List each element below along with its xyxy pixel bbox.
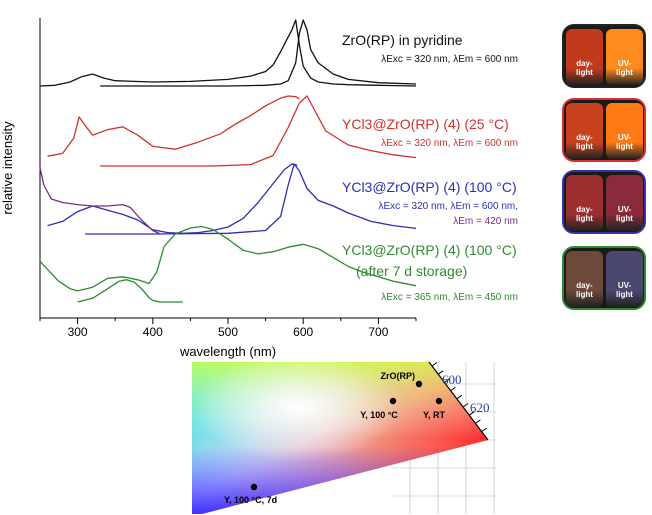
point-zro-rp	[415, 380, 423, 388]
series-subtitle: λExc = 320 nm, λEm = 600 nm	[381, 138, 518, 149]
spectrum-line	[39, 19, 417, 87]
uv-light-label: UV- light	[616, 133, 633, 151]
point-label-y-100c: Y, 100 °C	[360, 410, 398, 420]
series-subtitle: λExc = 320 nm, λEm = 600 nm	[381, 54, 518, 65]
spectral-locus-ticks	[431, 362, 487, 433]
emission-spectra-chart: relative intensity wavelength (nm) 300 40…	[0, 18, 518, 359]
locus-tick	[475, 419, 481, 424]
y-axis-label: relative intensity	[0, 121, 15, 215]
series-subtitle: λExc = 320 nm, λEm = 600 nm,	[378, 201, 518, 212]
spectrum-line	[85, 163, 417, 235]
uv-light-label: UV- light	[616, 281, 633, 299]
locus-tick-620: 620	[470, 400, 490, 415]
locus-tick	[450, 386, 456, 392]
locus-tick	[437, 370, 444, 375]
spectrum-line	[39, 167, 161, 235]
locus-tick	[456, 394, 463, 400]
series-title: YCl3@ZrO(RP) (4) (100 °C)	[342, 179, 517, 195]
uv-light-vial: UV- light	[606, 103, 643, 159]
spectrum-line	[47, 95, 300, 157]
spectrum-line	[47, 163, 298, 234]
uv-light-vial: UV- light	[606, 175, 643, 231]
series-subtitle-line2: λEm = 420 nm	[453, 216, 518, 227]
locus-tick-600: 600	[442, 372, 462, 387]
spectrum-curves	[39, 19, 417, 303]
locus-tick	[481, 427, 487, 433]
spectrum-line	[100, 95, 417, 167]
daylight-vial: day- light	[566, 251, 603, 307]
series-title: YCl3@ZrO(RP) (4) (25 °C)	[342, 116, 509, 132]
locus-tick	[444, 378, 450, 383]
series-title: ZrO(RP) in pyridine	[342, 32, 463, 48]
x-tick-label: 400	[143, 325, 163, 339]
locus-tick	[462, 403, 469, 408]
series-title: YCl3@ZrO(RP) (4) (100 °C)	[342, 242, 517, 258]
point-y-rt	[435, 397, 443, 405]
series-title-line2: (after 7 d storage)	[356, 263, 467, 279]
daylight-vial: day- light	[566, 29, 603, 85]
uv-light-label: UV- light	[616, 59, 633, 77]
locus-tick	[431, 362, 438, 367]
sample-photo: day- light UV- light	[562, 98, 646, 162]
daylight-vial: day- light	[566, 103, 603, 159]
spectrum-line	[39, 225, 417, 292]
uv-light-vial: UV- light	[606, 29, 643, 85]
x-axis-label: wavelength (nm)	[179, 344, 276, 359]
series-subtitle: λExc = 365 nm, λEm = 450 nm	[381, 292, 518, 303]
cie-diagram: 600 620 ZrO(RP) Y, 100 °C Y, RT Y, 100 °…	[192, 362, 496, 514]
point-y-100c	[389, 397, 397, 405]
locus-tick	[468, 411, 475, 416]
uv-light-vial: UV- light	[606, 251, 643, 307]
x-tick-label: 300	[68, 325, 88, 339]
x-tick-label: 700	[368, 325, 388, 339]
daylight-label: day- light	[576, 133, 593, 151]
daylight-vial: day- light	[566, 175, 603, 231]
point-label-y-rt: Y, RT	[423, 410, 446, 420]
x-tick-label: 500	[218, 325, 238, 339]
uv-light-label: UV- light	[616, 205, 633, 223]
point-y-100c-7d	[250, 483, 258, 491]
spectrum-line	[77, 279, 183, 303]
daylight-label: day- light	[576, 59, 593, 77]
point-label-y-100c-7d: Y, 100 °C, 7d	[224, 495, 277, 505]
x-tick-label: 600	[293, 325, 313, 339]
sample-photo: day- light UV- light	[562, 170, 646, 234]
spectrum-line	[100, 19, 417, 87]
x-ticks: 300 400 500 600 700	[39, 318, 417, 339]
spectral-locus-edge	[428, 362, 489, 441]
daylight-label: day- light	[576, 205, 593, 223]
series-labels: ZrO(RP) in pyridine λExc = 320 nm, λEm = …	[342, 32, 518, 303]
point-label-zro-rp: ZrO(RP)	[381, 371, 416, 381]
sample-photo: day- light UV- light	[562, 24, 646, 88]
sample-photo: day- light UV- light	[562, 246, 646, 310]
daylight-label: day- light	[576, 281, 593, 299]
